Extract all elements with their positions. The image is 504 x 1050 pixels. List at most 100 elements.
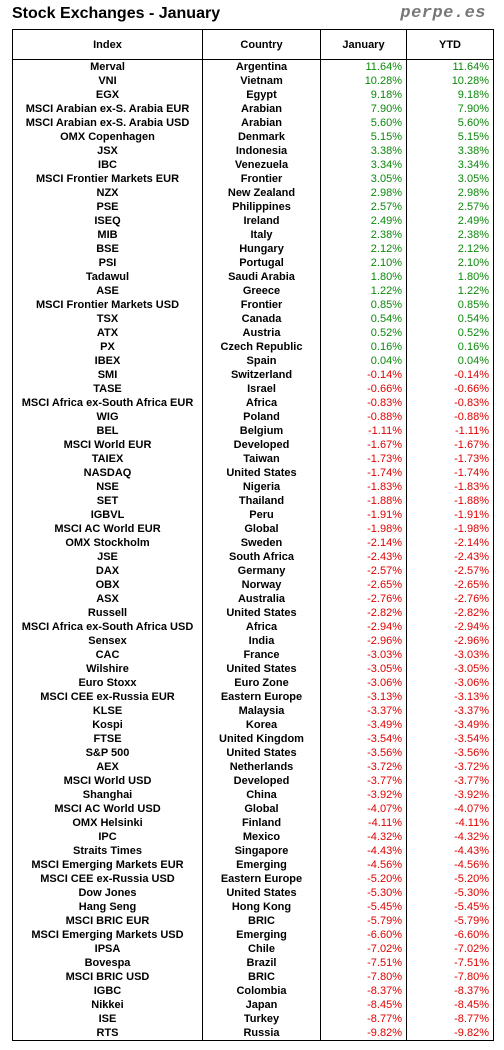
january-change-cell: -3.92% xyxy=(320,788,407,802)
table-row: JSE South Africa -2.43% -2.43% xyxy=(13,550,494,564)
ytd-change-cell: -5.30% xyxy=(406,886,494,900)
january-change-cell: -1.91% xyxy=(320,508,407,522)
index-name-cell: Merval xyxy=(90,61,125,73)
table-row: SET Thailand -1.88% -1.88% xyxy=(13,494,494,508)
country-cell: Canada xyxy=(202,312,321,326)
country-cell: Singapore xyxy=(202,844,321,858)
index-name-cell: Tadawul xyxy=(85,271,130,283)
table-row: MSCI CEE ex-Russia EUR Eastern Europe -3.1… xyxy=(13,690,494,704)
table-row: Russell United States -2.82% -2.82% xyxy=(13,606,494,620)
january-change-cell: 5.15% xyxy=(320,130,407,144)
january-change-cell: -1.83% xyxy=(320,480,407,494)
country-cell: Switzerland xyxy=(202,368,321,382)
country-cell: Spain xyxy=(202,354,321,368)
index-name-cell: MSCI World EUR xyxy=(63,439,152,451)
index-name-cell: MSCI BRIC USD xyxy=(65,971,150,983)
index-name-cell: RTS xyxy=(96,1027,119,1039)
table-row: IPSA Chile -7.02% -7.02% xyxy=(13,942,494,956)
ytd-change-cell: -2.57% xyxy=(406,564,494,578)
ytd-change-cell: -4.32% xyxy=(406,830,494,844)
country-cell: Taiwan xyxy=(202,452,321,466)
january-change-cell: -0.66% xyxy=(320,382,407,396)
table-row: Shanghai China -3.92% -3.92% xyxy=(13,788,494,802)
country-cell: Global xyxy=(202,522,321,536)
january-change-cell: -2.57% xyxy=(320,564,407,578)
index-name-cell: TASE xyxy=(93,383,122,395)
table-row: Hang Seng Hong Kong -5.45% -5.45% xyxy=(13,900,494,914)
country-cell: Japan xyxy=(202,998,321,1012)
january-change-cell: 2.98% xyxy=(320,186,407,200)
january-change-cell: -3.13% xyxy=(320,690,407,704)
january-change-cell: -1.98% xyxy=(320,522,407,536)
ytd-change-cell: 3.05% xyxy=(406,172,494,186)
january-change-cell: -2.94% xyxy=(320,620,407,634)
table-row: OMX Helsinki Finland -4.11% -4.11% xyxy=(13,816,494,830)
table-row: PX Czech Republic 0.16% 0.16% xyxy=(13,340,494,354)
january-change-cell: -1.67% xyxy=(320,438,407,452)
table-row: VNI Vietnam 10.28% 10.28% xyxy=(13,74,494,88)
ytd-change-cell: -5.20% xyxy=(406,872,494,886)
table-row: Nikkei Japan -8.45% -8.45% xyxy=(13,998,494,1012)
index-name-cell: MSCI CEE ex-Russia EUR xyxy=(40,691,175,703)
index-name-cell: ASE xyxy=(96,285,119,297)
january-change-cell: -2.14% xyxy=(320,536,407,550)
table-row: KLSE Malaysia -3.37% -3.37% xyxy=(13,704,494,718)
country-cell: Eastern Europe xyxy=(202,690,321,704)
january-change-cell: 0.54% xyxy=(320,312,407,326)
table-row: TASE Israel -0.66% -0.66% xyxy=(13,382,494,396)
index-name-cell: Kospi xyxy=(92,719,123,731)
ytd-change-cell: -5.79% xyxy=(406,914,494,928)
january-change-cell: -3.37% xyxy=(320,704,407,718)
january-change-cell: -3.56% xyxy=(320,746,407,760)
ytd-change-cell: 0.52% xyxy=(406,326,494,340)
ytd-change-cell: 2.12% xyxy=(406,242,494,256)
country-cell: Norway xyxy=(202,578,321,592)
index-name-cell: MSCI Emerging Markets EUR xyxy=(31,859,184,871)
table-row: NSE Nigeria -1.83% -1.83% xyxy=(13,480,494,494)
january-change-cell: 3.38% xyxy=(320,144,407,158)
country-cell: Global xyxy=(202,802,321,816)
table-row: Straits Times Singapore -4.43% -4.43% xyxy=(13,844,494,858)
ytd-change-cell: -4.43% xyxy=(406,844,494,858)
country-cell: Italy xyxy=(202,228,321,242)
january-change-cell: -2.43% xyxy=(320,550,407,564)
country-cell: Ireland xyxy=(202,214,321,228)
table-row: AEX Netherlands -3.72% -3.72% xyxy=(13,760,494,774)
table-row: TAIEX Taiwan -1.73% -1.73% xyxy=(13,452,494,466)
index-name-cell: Shanghai xyxy=(82,789,133,801)
index-name-cell: TSX xyxy=(96,313,119,325)
january-change-cell: -8.45% xyxy=(320,998,407,1012)
ytd-change-cell: -4.56% xyxy=(406,858,494,872)
index-name-cell: FTSE xyxy=(93,733,122,745)
january-change-cell: -4.43% xyxy=(320,844,407,858)
country-cell: United States xyxy=(202,466,321,480)
january-change-cell: -8.77% xyxy=(320,1012,407,1026)
ytd-change-cell: -0.88% xyxy=(406,410,494,424)
ytd-change-cell: -8.37% xyxy=(406,984,494,998)
country-cell: Emerging xyxy=(202,928,321,942)
table-row: WIG Poland -0.88% -0.88% xyxy=(13,410,494,424)
index-name-cell: DAX xyxy=(95,565,120,577)
index-name-cell: PX xyxy=(100,341,115,353)
country-cell: Austria xyxy=(202,326,321,340)
ytd-change-cell: -3.05% xyxy=(406,662,494,676)
ytd-change-cell: -2.76% xyxy=(406,592,494,606)
index-name-cell: MIB xyxy=(97,229,118,241)
ytd-change-cell: -4.11% xyxy=(406,816,494,830)
country-cell: Philippines xyxy=(202,200,321,214)
ytd-change-cell: 1.22% xyxy=(406,284,494,298)
table-row: MSCI CEE ex-Russia USD Eastern Europe -5.2… xyxy=(13,872,494,886)
country-cell: Eastern Europe xyxy=(202,872,321,886)
january-change-cell: 0.85% xyxy=(320,298,407,312)
january-change-cell: -5.30% xyxy=(320,886,407,900)
table-row: PSI Portugal 2.10% 2.10% xyxy=(13,256,494,270)
table-row: RTS Russia -9.82% -9.82% xyxy=(13,1026,494,1041)
ytd-change-cell: -8.45% xyxy=(406,998,494,1012)
table-row: ASX Australia -2.76% -2.76% xyxy=(13,592,494,606)
january-change-cell: -2.76% xyxy=(320,592,407,606)
column-header-country: Country xyxy=(202,29,321,60)
january-change-cell: -0.83% xyxy=(320,396,407,410)
index-name-cell: PSE xyxy=(96,201,119,213)
ytd-change-cell: 0.16% xyxy=(406,340,494,354)
ytd-change-cell: -3.13% xyxy=(406,690,494,704)
